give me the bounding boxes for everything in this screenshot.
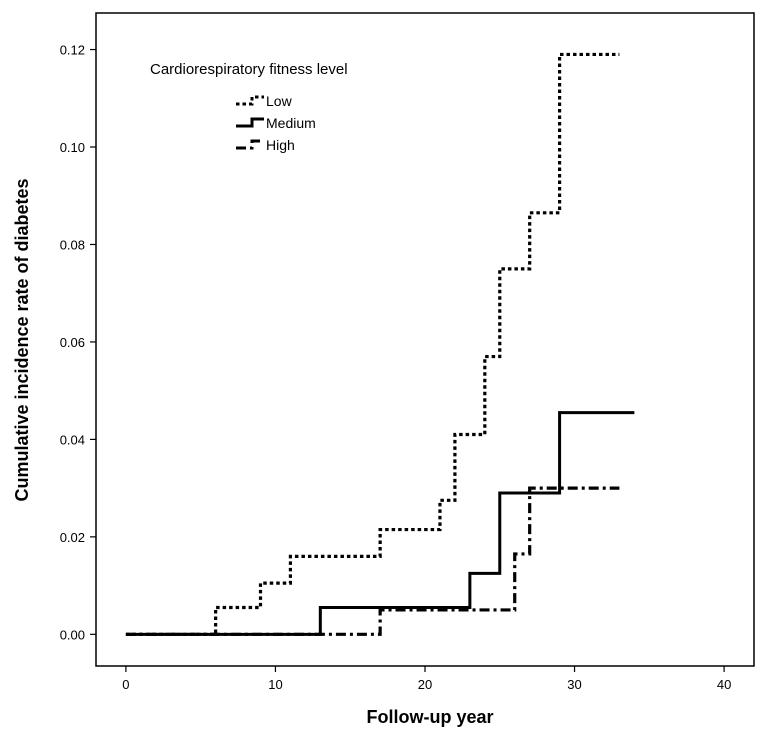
series-line-medium [125,411,635,636]
legend-label-medium: Medium [266,115,316,131]
y-tick-label: 0.06 [60,335,85,350]
y-tick-label: 0.08 [60,237,85,252]
y-tick-label: 0.10 [60,140,85,155]
legend-swatch-medium [236,117,264,128]
legend-title: Cardiorespiratory fitness level [150,61,348,78]
x-tick-label: 40 [717,677,731,692]
legend-label-low: Low [266,93,293,109]
x-axis-title: Follow-up year [366,707,493,727]
y-axis-title: Cumulative incidence rate of diabetes [12,178,32,501]
x-axis-ticks: 0 10 20 30 40 [122,666,731,692]
y-tick-label: 0.02 [60,530,85,545]
x-tick-label: 10 [268,677,282,692]
y-tick-label: 0.12 [60,43,85,58]
series-line-low [125,52,620,636]
plot-frame [95,12,755,667]
series-layer [125,52,635,636]
x-tick-label: 20 [418,677,432,692]
y-axis-ticks: 0.00 0.02 0.04 0.06 0.08 0.10 0.12 [60,43,96,642]
legend-label-high: High [266,137,295,153]
legend-items: Low Medium High [236,93,316,153]
y-tick-label: 0.00 [60,627,85,642]
legend-swatch-high [236,139,264,150]
legend-swatch-low [236,95,264,106]
legend: Cardiorespiratory fitness level Low Mediu… [150,61,348,153]
series-line-high [125,486,620,636]
x-tick-label: 0 [122,677,129,692]
y-tick-label: 0.04 [60,432,85,447]
x-tick-label: 30 [567,677,581,692]
